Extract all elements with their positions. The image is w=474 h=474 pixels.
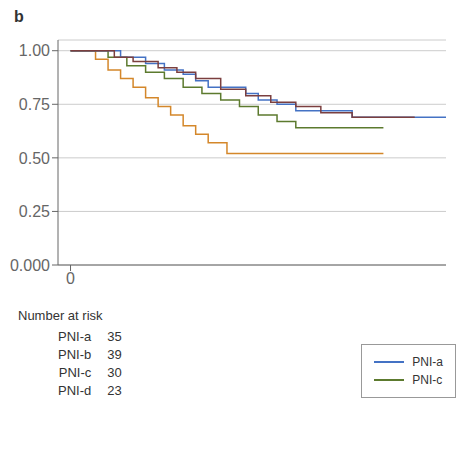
html-text:b: b [14, 8, 24, 25]
html-text:PNI-d: PNI-d [58, 383, 92, 398]
html-text:39: 39 [107, 347, 122, 362]
html-text:PNI-a: PNI-a [412, 355, 443, 369]
html-text:PNI-a: PNI-a [58, 329, 92, 344]
html-text:PNI-c: PNI-c [58, 365, 92, 380]
svg-text:0.25: 0.25 [19, 203, 50, 220]
svg-text:1.00: 1.00 [19, 42, 50, 59]
html-text:23: 23 [107, 383, 122, 398]
html-text:30: 30 [107, 365, 122, 380]
svg-text:0.000: 0.000 [10, 257, 50, 274]
html-text:Number at risk: Number at risk [18, 308, 103, 323]
html-text:PNI-b: PNI-b [58, 347, 92, 362]
svg-text:0.75: 0.75 [19, 96, 50, 113]
svg-text:0: 0 [66, 270, 75, 287]
html-text:PNI-c: PNI-c [412, 373, 443, 387]
svg-text:0.50: 0.50 [19, 150, 50, 167]
html-text:35: 35 [107, 329, 122, 344]
